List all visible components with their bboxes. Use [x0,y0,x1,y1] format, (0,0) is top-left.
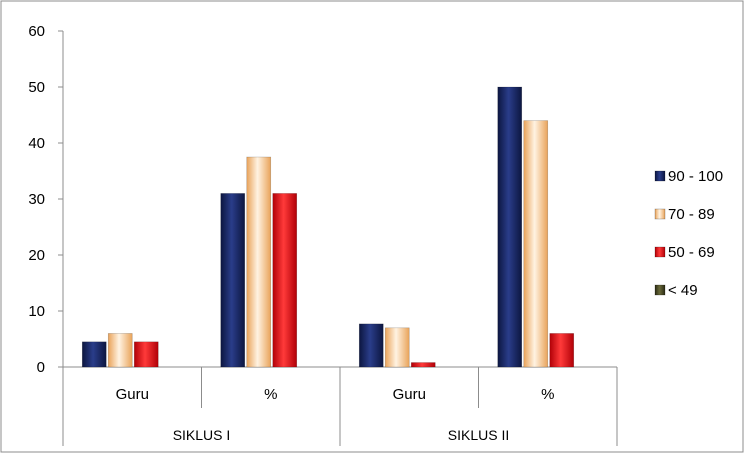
legend-label: 90 - 100 [668,168,723,185]
y-tick-label: 50 [28,79,45,96]
bars [81,86,575,368]
legend-swatch [654,170,666,182]
bar [107,333,133,368]
group-label: SIKLUS I [173,427,231,443]
legend-label: 70 - 89 [668,206,715,223]
bar [246,156,272,368]
legend-swatch [654,246,666,258]
group-label: SIKLUS II [448,427,509,443]
axis-labels: 0 10 20 30 40 50 60 Guru% Guru % SIKLUS I SIKLUS II [28,23,554,443]
bar [384,327,410,368]
bar [272,193,298,368]
legend-label: 50 - 69 [668,244,715,261]
category-label: % [541,386,554,403]
y-tick-label: 40 [28,135,45,152]
legend-swatch [654,208,666,220]
legend-label: < 49 [668,282,698,299]
bar [81,341,107,368]
y-tick-label: 0 [37,359,45,376]
category-label: Guru [393,386,426,403]
y-tick-label: 10 [28,303,45,320]
bar [549,333,575,368]
bar [133,341,159,368]
bar [358,323,384,368]
category-label: Guru [116,386,149,403]
bar [497,86,523,368]
y-tick-label: 60 [28,23,45,40]
bar [410,362,436,368]
y-tick-label: 20 [28,247,45,264]
legend: 90 - 100 70 - 89 50 - 69 < 49 [654,168,723,299]
y-tick-label: 30 [28,191,45,208]
bar [220,193,246,368]
category-label: % [264,386,277,403]
legend-swatch [654,284,666,296]
bar [523,120,549,368]
